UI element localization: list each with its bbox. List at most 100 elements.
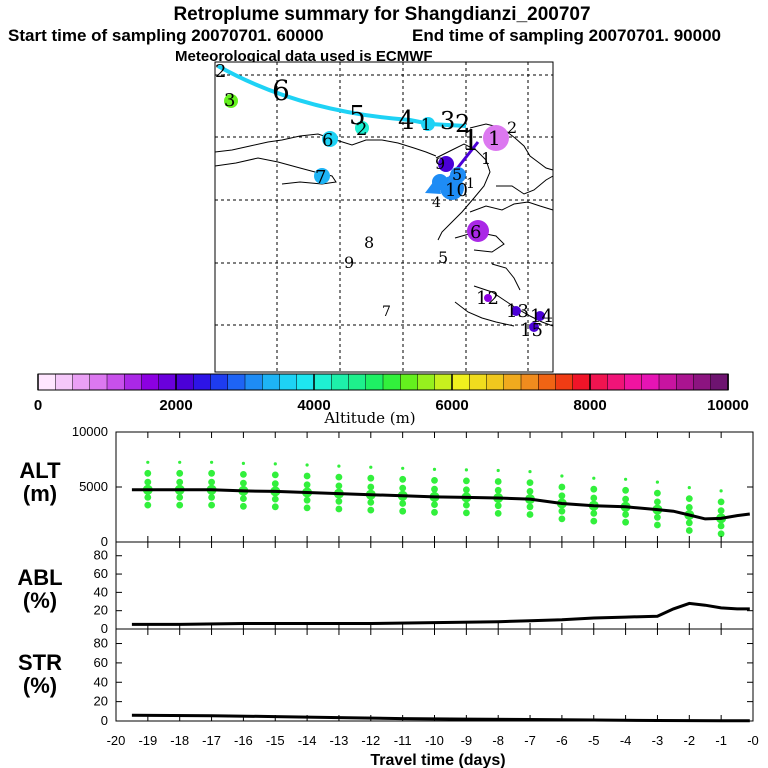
start-time-label: Start time of sampling 20070701. 60000 xyxy=(8,26,324,45)
met-data-label: Meteorological data used is ECMWF xyxy=(175,48,433,65)
alt-particle xyxy=(526,511,534,518)
colorbar-cell xyxy=(296,373,315,391)
ytick-label: 60 xyxy=(94,655,108,670)
alt-particle xyxy=(463,501,470,509)
colorbar-tick-label: 8000 xyxy=(573,397,606,414)
alt-particle xyxy=(526,488,534,495)
ytick-label: 40 xyxy=(94,584,108,599)
alt-particle xyxy=(303,496,311,504)
xtick-label: -9 xyxy=(461,733,473,748)
alt-particle xyxy=(208,494,216,501)
traj-label: 6 xyxy=(272,74,290,107)
alt-particle xyxy=(210,460,214,464)
colorbar-cell xyxy=(469,373,488,391)
xaxis-label: Travel time (days) xyxy=(370,752,505,768)
alt-particle xyxy=(622,518,629,526)
str-ylabel: STR xyxy=(18,650,62,675)
cluster-label: 10 xyxy=(445,180,468,201)
xtick-label: -3 xyxy=(652,733,664,748)
xtick-label: -14 xyxy=(298,733,317,748)
ytick-label: 20 xyxy=(94,603,108,618)
traj-label: 1 xyxy=(462,124,480,157)
alt-particle xyxy=(367,506,375,514)
cluster-label: 5 xyxy=(438,248,448,267)
ytick-label: 0 xyxy=(101,621,108,636)
alt-particle xyxy=(558,483,566,491)
colorbar-cell xyxy=(451,373,470,391)
alt-particle xyxy=(717,522,725,530)
colorbar-tick-label: 2000 xyxy=(159,397,192,414)
alt-particle xyxy=(590,494,598,502)
xtick-label: -10 xyxy=(425,733,444,748)
alt-particle xyxy=(369,465,373,469)
alt-particle xyxy=(240,495,247,502)
alt-particle xyxy=(590,517,598,525)
ytick-label: 40 xyxy=(94,674,108,689)
alt-particle xyxy=(176,469,184,477)
alt-particle xyxy=(271,471,279,479)
ytick-label: 80 xyxy=(94,636,108,651)
end-time-label: End time of sampling 20070701. 90000 xyxy=(412,26,721,45)
cluster-label: 9 xyxy=(344,253,354,272)
alt-particle xyxy=(558,492,566,500)
alt-particle xyxy=(271,480,279,488)
str-panel-frame xyxy=(115,628,754,722)
traj-label: 2 xyxy=(455,110,470,138)
colorbar-cell xyxy=(503,373,522,391)
cluster-label: 6 xyxy=(470,222,481,243)
alt-series-line xyxy=(131,488,750,521)
alt-particle xyxy=(144,469,152,477)
colorbar-cell xyxy=(331,373,350,391)
cluster-label: 2 xyxy=(356,119,367,140)
colorbar-cell xyxy=(572,373,591,391)
xtick-label: -12 xyxy=(361,733,380,748)
alt-particle xyxy=(431,485,438,493)
alt-particle xyxy=(271,495,279,503)
trajectory-labels: 2 6 5 4 3 1 2 xyxy=(215,61,480,157)
colorbar-cell xyxy=(37,373,56,391)
cluster-labels: 1 2 1 3 6 2 1 7 9 5 10 1 4 6 8 9 5 7 12 … xyxy=(224,90,553,341)
colorbar-cell xyxy=(710,373,729,391)
ytick-label: 0 xyxy=(101,713,108,728)
alt-particle xyxy=(463,477,470,485)
colorbar-cell xyxy=(434,373,453,391)
colorbar-tick-label: 10000 xyxy=(707,397,749,414)
cluster-label: 8 xyxy=(364,233,374,252)
alt-particle xyxy=(303,472,311,480)
colorbar-cell xyxy=(641,373,660,391)
map-panel: 2 6 5 4 3 1 2 1 2 1 3 6 2 1 7 9 5 10 1 4… xyxy=(214,61,554,373)
xtick-label: -6 xyxy=(556,733,568,748)
xtick-label: -1 xyxy=(715,733,727,748)
receptor-marker xyxy=(425,177,441,194)
alt-particle xyxy=(717,498,725,506)
alt-particle xyxy=(494,486,502,494)
alt-particle xyxy=(685,519,693,527)
alt-particle xyxy=(464,468,468,472)
alt-particle xyxy=(431,501,438,508)
colorbar: 0 2000 4000 6000 8000 10000 Altitude (m) xyxy=(34,373,749,427)
xtick-label: -18 xyxy=(170,733,189,748)
abl-ylabel-unit: (%) xyxy=(23,588,57,613)
alt-particle-cloud xyxy=(142,460,727,538)
colorbar-cell xyxy=(262,373,281,391)
xtick-label: -0 xyxy=(747,733,759,748)
alt-particle xyxy=(240,479,247,487)
alt-particle xyxy=(208,501,216,509)
alt-particle xyxy=(496,468,500,473)
alt-particle xyxy=(305,463,309,467)
traj-label: 3 xyxy=(440,107,455,135)
xtick-label: -4 xyxy=(620,733,632,748)
alt-particle xyxy=(335,497,343,505)
cluster-label: 1 xyxy=(421,115,431,134)
alt-particle xyxy=(558,515,566,523)
xtick-label: -20 xyxy=(107,733,126,748)
alt-particle xyxy=(654,513,661,521)
colorbar-cell xyxy=(658,373,677,391)
traj-label: 2 xyxy=(215,61,226,82)
alt-particle xyxy=(432,467,437,471)
colorbar-cell xyxy=(417,373,436,391)
alt-particle xyxy=(208,478,216,486)
ytick-label: 5000 xyxy=(79,479,108,494)
alt-particle xyxy=(654,489,661,497)
alt-particle xyxy=(622,486,629,494)
